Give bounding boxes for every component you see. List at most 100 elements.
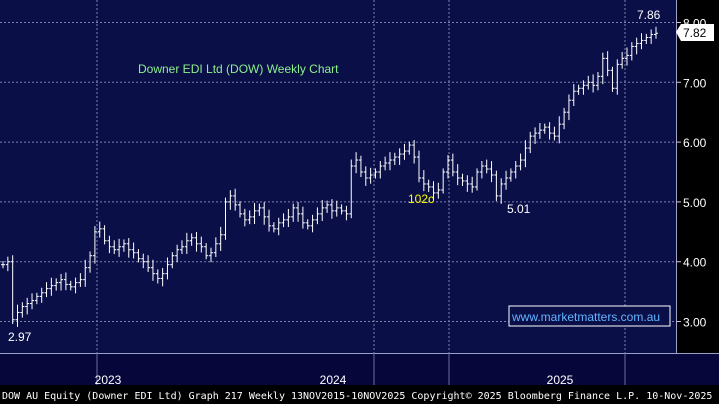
price-bar xyxy=(155,269,160,284)
price-bar xyxy=(407,141,412,155)
footer-text: DOW AU Equity (Downer EDI Ltd) Graph 217… xyxy=(2,391,719,402)
price-bar xyxy=(49,277,54,296)
price-bar xyxy=(654,26,658,39)
price-bar xyxy=(431,181,436,201)
price-bar xyxy=(460,173,465,186)
price-bar xyxy=(368,167,373,184)
chart-title: Downer EDI Ltd (DOW) Weekly Chart xyxy=(138,62,339,76)
price-bar xyxy=(484,159,489,174)
price-bar xyxy=(571,84,576,106)
price-bar xyxy=(441,168,446,194)
price-bar xyxy=(296,202,301,222)
price-bar xyxy=(489,161,494,183)
price-bar xyxy=(562,107,567,130)
price-bar xyxy=(542,123,547,134)
price-bar xyxy=(446,155,451,179)
price-bar xyxy=(455,164,460,186)
price-bar xyxy=(78,273,83,287)
price-annotation: 7.86 xyxy=(637,8,661,22)
price-bar xyxy=(83,259,88,287)
price-bar xyxy=(426,179,431,192)
price-bar xyxy=(566,94,571,121)
price-bar xyxy=(315,207,320,225)
price-bar xyxy=(581,80,586,95)
y-tick-label: 5.00 xyxy=(683,196,707,210)
price-bar xyxy=(73,277,78,294)
price-bar xyxy=(300,206,305,229)
price-bar xyxy=(257,203,262,216)
price-bar xyxy=(479,160,484,179)
price-annotation: 102c xyxy=(408,192,434,206)
price-bar xyxy=(92,226,97,264)
price-bar xyxy=(228,190,233,210)
price-bar xyxy=(349,159,354,219)
grid-lines xyxy=(0,0,676,353)
price-bar xyxy=(383,156,388,171)
price-bar xyxy=(600,52,605,85)
price-bar xyxy=(97,221,102,238)
price-bar xyxy=(576,84,581,95)
price-annotation: 2.97 xyxy=(8,330,32,344)
price-bar xyxy=(34,292,39,305)
footer-band xyxy=(0,385,719,404)
price-bar xyxy=(373,168,378,179)
price-bar xyxy=(547,122,552,140)
y-axis-band xyxy=(676,0,719,353)
price-bar xyxy=(499,178,504,204)
price-bar xyxy=(416,150,421,183)
price-bar xyxy=(552,126,557,141)
last-price-pointer xyxy=(676,24,714,41)
price-bar xyxy=(63,272,68,291)
last-price-tag: 7.82 xyxy=(676,24,714,41)
price-bar xyxy=(281,213,286,228)
price-bar xyxy=(465,175,470,192)
price-bar xyxy=(238,201,243,218)
price-bar xyxy=(475,168,480,191)
price-bar xyxy=(629,42,634,61)
price-bar xyxy=(523,140,528,168)
price-bar xyxy=(44,282,49,298)
price-bar xyxy=(494,170,499,201)
price-bar xyxy=(126,238,131,258)
price-bar xyxy=(450,153,455,177)
x-ticks: 2023 2024 2025 xyxy=(95,353,626,387)
price-bars xyxy=(1,26,658,327)
price-bar xyxy=(20,302,25,318)
y-tick-label: 4.00 xyxy=(683,256,707,270)
x-period-label: 2024 xyxy=(320,373,347,387)
price-bar xyxy=(310,214,315,233)
price-bar xyxy=(233,188,238,211)
price-bar xyxy=(358,155,363,178)
price-bar xyxy=(184,232,189,254)
price-bar xyxy=(397,148,402,165)
price-bar xyxy=(102,225,107,245)
price-bar xyxy=(146,255,151,272)
price-bar xyxy=(88,251,93,273)
price-bar xyxy=(537,122,542,139)
x-axis-band xyxy=(0,353,719,385)
price-bar xyxy=(639,33,644,50)
price-bar xyxy=(392,152,397,166)
price-bar xyxy=(204,243,209,260)
price-bar xyxy=(620,51,625,69)
price-bar xyxy=(320,199,325,222)
price-bar xyxy=(528,131,533,154)
price-bar xyxy=(165,257,170,280)
y-tick-label: 6.00 xyxy=(683,136,707,150)
price-bar xyxy=(54,278,59,291)
price-bar xyxy=(291,203,296,222)
price-bar xyxy=(213,237,218,258)
price-bar xyxy=(402,143,407,160)
x-period-label: 2025 xyxy=(547,373,574,387)
price-bar xyxy=(252,202,257,225)
price-bar xyxy=(112,240,117,255)
price-bar xyxy=(624,47,629,66)
price-bar xyxy=(117,238,122,257)
price-bar xyxy=(141,253,146,269)
watermark-box: www.marketmatters.com.au xyxy=(508,305,671,327)
price-bar xyxy=(591,74,596,93)
price-bar xyxy=(1,261,5,269)
price-bar xyxy=(121,239,126,252)
price-annotation: 5.01 xyxy=(507,202,531,216)
